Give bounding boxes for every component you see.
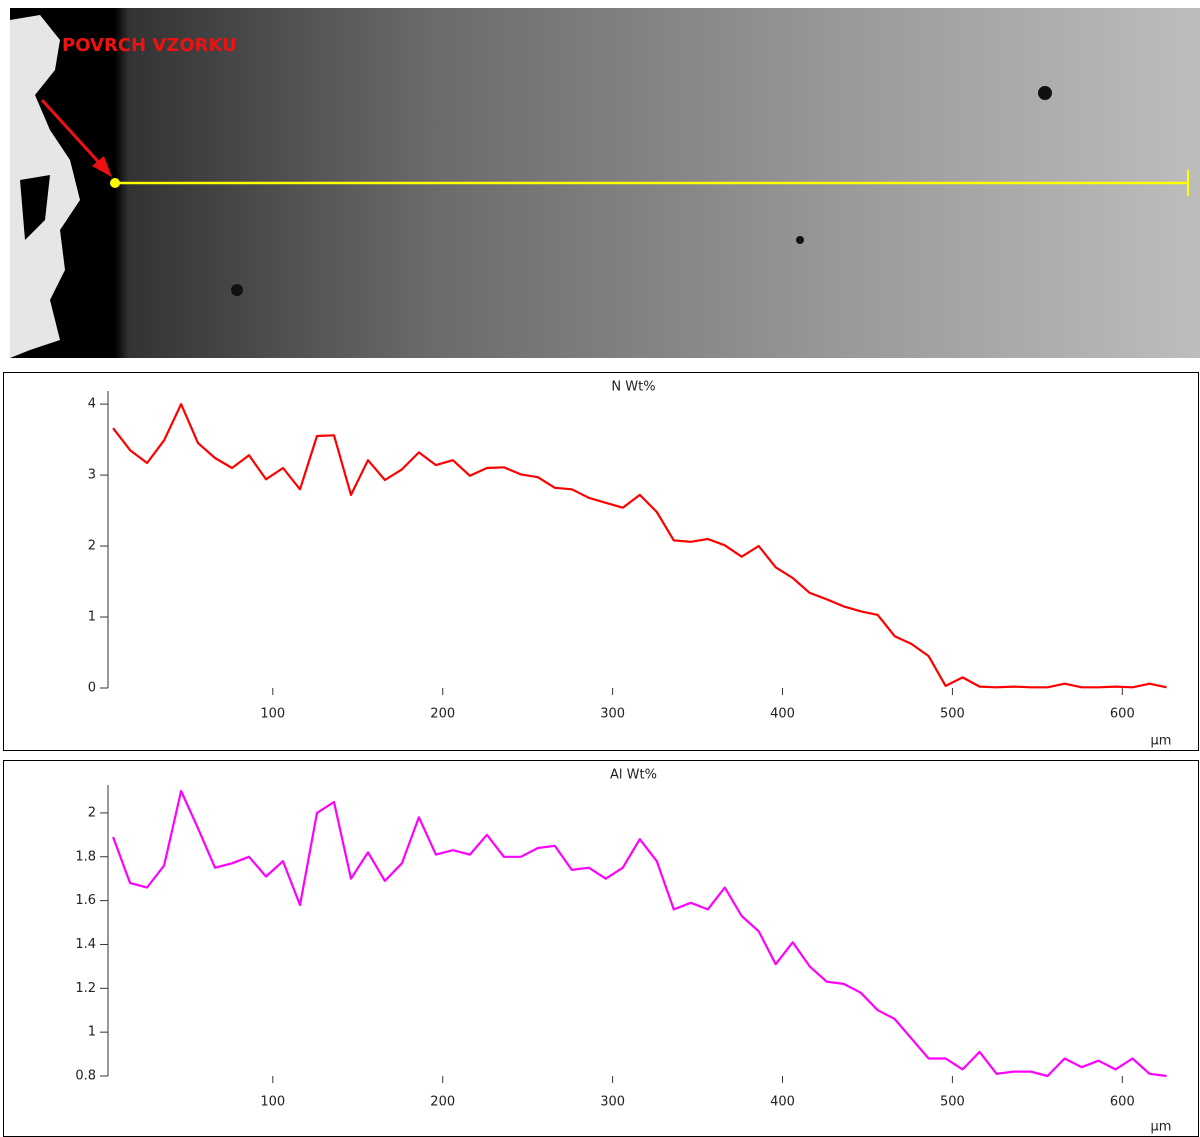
scan-start <box>110 178 120 188</box>
pore <box>1038 86 1052 100</box>
x-tick-label: 200 <box>430 707 455 722</box>
y-tick-label: 2 <box>88 539 96 554</box>
chart-title: Al Wt% <box>610 768 657 783</box>
micrograph: POVRCH VZORKU <box>10 8 1200 358</box>
figure: POVRCH VZORKU N Wt% 0 1 2 3 4 100 200 300 400 500 6… <box>0 0 1200 1137</box>
pore <box>796 236 804 244</box>
x-tick-label: 300 <box>600 707 625 722</box>
x-axis-label: µm <box>1151 1120 1172 1135</box>
x-tick-label: 100 <box>260 1095 285 1110</box>
x-tick-label: 400 <box>770 707 795 722</box>
x-tick-label: 600 <box>1110 707 1135 722</box>
x-tick-label: 600 <box>1110 1095 1135 1110</box>
y-tick-label: 3 <box>88 468 96 483</box>
y-tick-label: 1.4 <box>75 937 96 952</box>
chart-title: N Wt% <box>611 380 655 395</box>
y-tick-label: 0 <box>88 681 96 696</box>
chart-frame <box>4 373 1199 751</box>
x-axis-label: µm <box>1151 734 1172 749</box>
y-tick-label: 1.2 <box>75 981 96 996</box>
y-tick-label: 4 <box>88 397 96 412</box>
annotation: POVRCH VZORKU <box>62 35 237 56</box>
y-tick-label: 1.6 <box>75 893 96 908</box>
x-tick-label: 300 <box>600 1095 625 1110</box>
x-tick-label: 500 <box>940 1095 965 1110</box>
data-line <box>113 791 1166 1076</box>
data-line <box>113 404 1166 687</box>
y-tick-label: 1 <box>88 610 96 625</box>
x-tick-label: 500 <box>940 707 965 722</box>
chart-frame <box>4 761 1199 1137</box>
x-tick-label: 100 <box>260 707 285 722</box>
x-tick-label: 200 <box>430 1095 455 1110</box>
pore <box>231 284 243 296</box>
y-tick-label: 0.8 <box>75 1069 96 1084</box>
y-tick-label: 2 <box>88 805 96 820</box>
x-tick-label: 400 <box>770 1095 795 1110</box>
y-tick-label: 1.8 <box>75 849 96 864</box>
y-tick-label: 1 <box>88 1025 96 1040</box>
